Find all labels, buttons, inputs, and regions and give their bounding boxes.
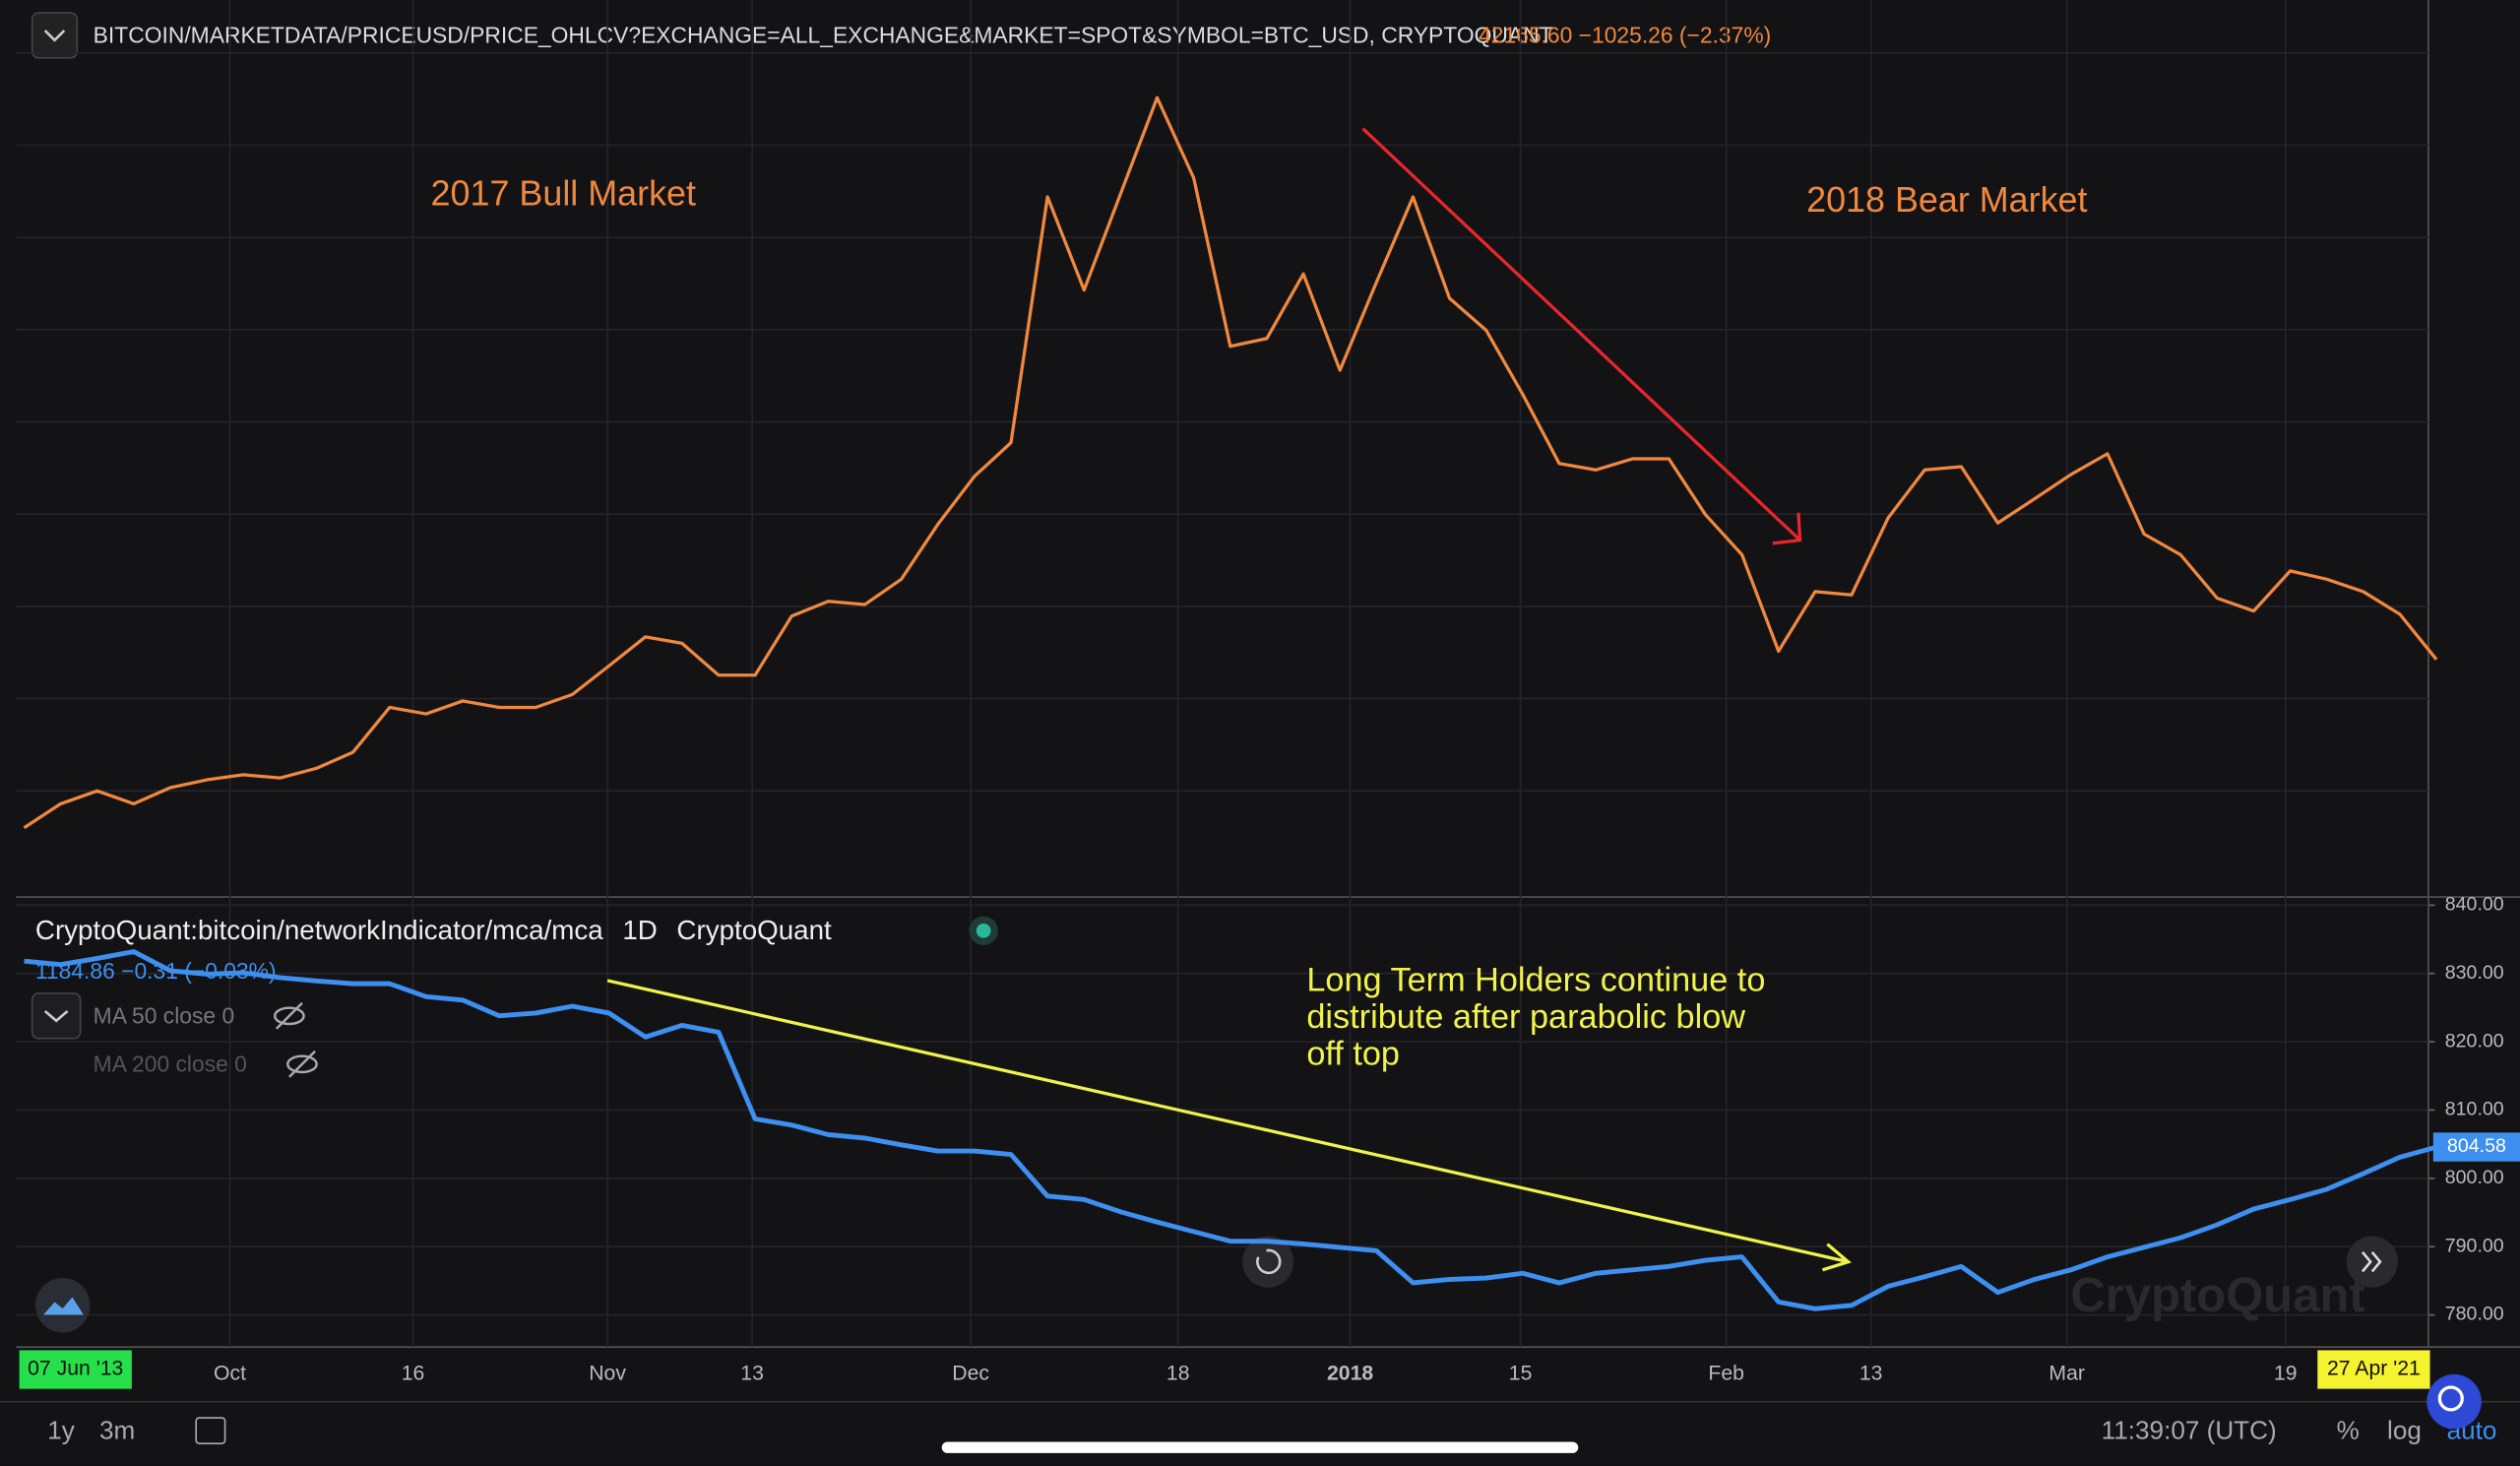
reset-icon (1256, 1248, 1282, 1275)
clock: 11:39:07 (UTC) (2102, 1416, 2277, 1445)
hidden-icon[interactable] (286, 1050, 318, 1078)
home-indicator (941, 1441, 1579, 1453)
y-tick-label: 830.00 (2445, 962, 2504, 984)
indicator-ma: MA 200 close 0 (94, 1051, 247, 1076)
x-tick-label: Nov (589, 1363, 626, 1385)
indicators-toggle[interactable] (31, 992, 82, 1040)
yellow-arrow (606, 979, 1852, 1272)
logo-button[interactable] (34, 1277, 91, 1333)
chevron-icon (43, 1009, 69, 1023)
annotation: 2018 Bear Market (1806, 179, 2087, 220)
x-tick-label: 16 (402, 1363, 425, 1385)
range-button[interactable]: 1y (47, 1416, 75, 1445)
series-line (23, 96, 2438, 830)
search-button[interactable] (2426, 1373, 2482, 1430)
hidden-icon[interactable] (273, 1001, 305, 1030)
series-line (24, 949, 2437, 1311)
x-tick-label: Feb (1708, 1363, 1744, 1385)
y-tick-label: 820.00 (2445, 1030, 2504, 1052)
x-tick-label: 2018 (1327, 1363, 1373, 1385)
symbol: BITCOIN/MARKETDATA/PRICEUSD/PRICE_OHLCV?… (94, 23, 1553, 48)
start-date-tag (19, 1350, 132, 1389)
y-tick-label: 840.00 (2445, 894, 2504, 916)
start-date: 07 Jun '13 (28, 1358, 123, 1380)
annotation: 2017 Bull Market (431, 173, 696, 214)
search-icon (2437, 1385, 2464, 1412)
end-date-tag (2317, 1350, 2430, 1389)
last-value: 804.58 (2447, 1135, 2506, 1157)
x-tick-label: 13 (1859, 1363, 1883, 1385)
quote: 42165.60 −1025.26 (−2.37%) (1479, 23, 1771, 48)
date-range-icon[interactable] (195, 1417, 226, 1444)
last-value-tag (2432, 1132, 2520, 1162)
indicator-title: CryptoQuant:bitcoin/networkIndicator/mca… (35, 915, 832, 945)
status-dot (976, 923, 991, 938)
y-tick-label: 790.00 (2445, 1235, 2504, 1256)
x-tick-label: Dec (952, 1363, 989, 1385)
x-tick-label: 15 (1509, 1363, 1533, 1385)
x-tick-label: 18 (1166, 1363, 1190, 1385)
end-date: 27 Apr '21 (2327, 1358, 2421, 1380)
x-tick-label: 19 (2274, 1363, 2298, 1385)
x-tick-label: Mar (2048, 1363, 2085, 1385)
x-tick-label: Oct (214, 1363, 246, 1385)
chevron-icon (43, 30, 66, 42)
indicator-ma: MA 50 close 0 (94, 1003, 235, 1029)
annotation: Long Term Holders continue to distribute … (1306, 962, 1765, 1073)
y-tick-label: 800.00 (2445, 1167, 2504, 1188)
range-button[interactable]: 3m (99, 1416, 135, 1445)
x-tick-label: 13 (740, 1363, 764, 1385)
collapse-button[interactable] (31, 12, 79, 59)
log-toggle[interactable]: log (2387, 1416, 2422, 1445)
logo-icon (43, 1297, 84, 1315)
red-arrow (1361, 127, 1802, 545)
reset-button[interactable] (1242, 1236, 1294, 1288)
y-tick-label: 780.00 (2445, 1304, 2504, 1325)
scroll-icon (2361, 1251, 2382, 1273)
y-tick-label: 810.00 (2445, 1099, 2504, 1120)
watermark: CryptoQuant (2070, 1269, 2364, 1322)
percent-toggle[interactable]: % (2337, 1416, 2360, 1445)
